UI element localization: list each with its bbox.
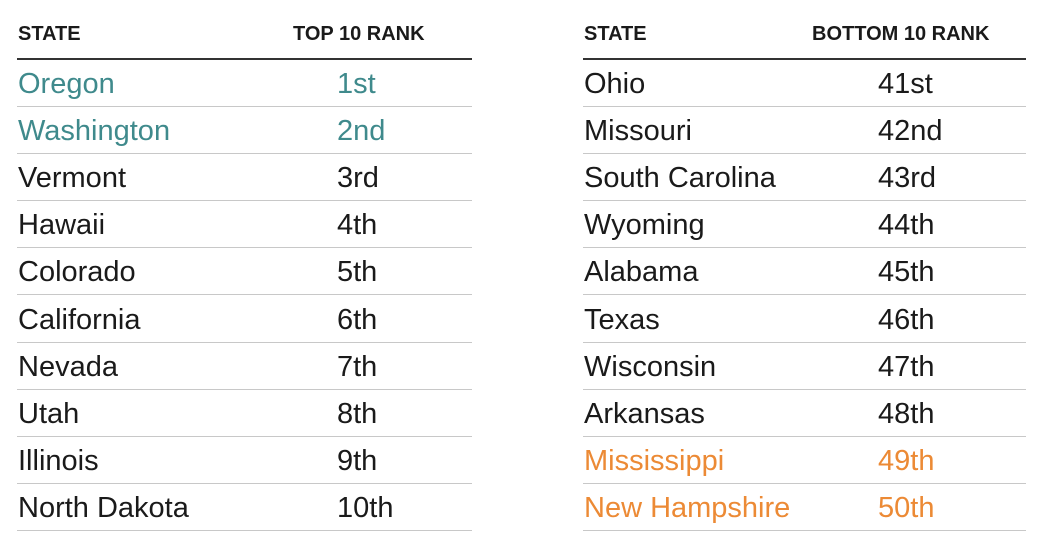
state-cell: Arkansas: [584, 397, 705, 430]
table-row: Vermont 3rd: [17, 154, 472, 202]
state-cell: Wisconsin: [584, 350, 717, 383]
table-row: California 6th: [17, 296, 472, 343]
rank-cell: 46th: [878, 303, 935, 336]
table-row: Missouri 42nd: [583, 107, 1026, 155]
rank-cell: 1st: [337, 68, 376, 100]
table-row: Wisconsin 47th: [583, 343, 1026, 390]
table-row: Hawaii 4th: [17, 201, 472, 249]
state-cell: North Dakota: [18, 491, 189, 524]
table-row: South Carolina 43rd: [583, 154, 1026, 202]
state-cell: Nevada: [18, 350, 118, 383]
table-header: STATE BOTTOM 10 RANK: [583, 0, 1026, 60]
state-cell: California: [18, 303, 141, 336]
state-cell: Washington: [18, 115, 171, 148]
rank-cell: 42nd: [878, 115, 943, 148]
rank-cell: 6th: [337, 303, 378, 336]
table: STATE TOP 10 RANK Oregon 1st Washington 2nd Ve…: [17, 0, 472, 531]
rank-cell: 41st: [878, 68, 933, 100]
rank-cell: 3rd: [337, 162, 379, 195]
state-cell: Mississippi: [584, 444, 725, 477]
table-row: New Hampshire 50th: [583, 484, 1026, 531]
rank-cell: 43rd: [878, 162, 937, 195]
header-cell: STATE: [18, 23, 81, 45]
table-row: Texas 46th: [583, 296, 1026, 343]
state-cell: Missouri: [584, 115, 692, 148]
state-cell: Wyoming: [584, 209, 705, 242]
table-row: Wyoming 44th: [583, 201, 1026, 249]
state-cell: Alabama: [584, 256, 699, 289]
rank-cell: 44th: [878, 209, 935, 242]
header-cell: TOP 10 RANK: [293, 23, 425, 45]
state-cell: Oregon: [18, 68, 115, 100]
header-cell: BOTTOM 10 RANK: [812, 23, 990, 45]
rank-cell: 50th: [878, 491, 935, 524]
rank-cell: 10th: [337, 491, 394, 524]
state-cell: Illinois: [18, 444, 99, 477]
table-row: Utah 8th: [17, 390, 472, 437]
rank-cell: 49th: [878, 444, 935, 477]
table-row: Alabama 45th: [583, 248, 1026, 296]
rank-cell: 4th: [337, 209, 378, 242]
rank-cell: 2nd: [337, 115, 386, 148]
table: STATE BOTTOM 10 RANK Ohio 41st Missouri 42nd S…: [583, 0, 1026, 531]
table-row: Washington 2nd: [17, 107, 472, 155]
table-row: Oregon 1st: [17, 60, 472, 107]
rank-cell: 7th: [337, 350, 378, 383]
rank-cell: 8th: [337, 397, 378, 430]
rank-cell: 5th: [337, 256, 378, 289]
state-cell: South Carolina: [584, 162, 776, 195]
table-row: Arkansas 48th: [583, 390, 1026, 437]
state-cell: Hawaii: [18, 209, 106, 242]
table-row: North Dakota 10th: [17, 484, 472, 531]
rank-cell: 9th: [337, 444, 378, 477]
header-cell: STATE: [584, 23, 647, 45]
table-row: Mississippi 49th: [583, 437, 1026, 484]
state-cell: New Hampshire: [584, 491, 791, 524]
table-row: Nevada 7th: [17, 343, 472, 390]
table-row: Colorado 5th: [17, 248, 472, 296]
state-cell: Vermont: [18, 162, 126, 195]
rank-cell: 45th: [878, 256, 935, 289]
table-row: Illinois 9th: [17, 437, 472, 484]
state-cell: Utah: [18, 397, 80, 430]
table-row: Ohio 41st: [583, 60, 1026, 107]
rank-cell: 47th: [878, 350, 935, 383]
table-header: STATE TOP 10 RANK: [17, 0, 472, 60]
state-cell: Texas: [584, 303, 660, 336]
rank-cell: 48th: [878, 397, 935, 430]
state-cell: Ohio: [584, 68, 646, 100]
state-cell: Colorado: [18, 256, 136, 289]
